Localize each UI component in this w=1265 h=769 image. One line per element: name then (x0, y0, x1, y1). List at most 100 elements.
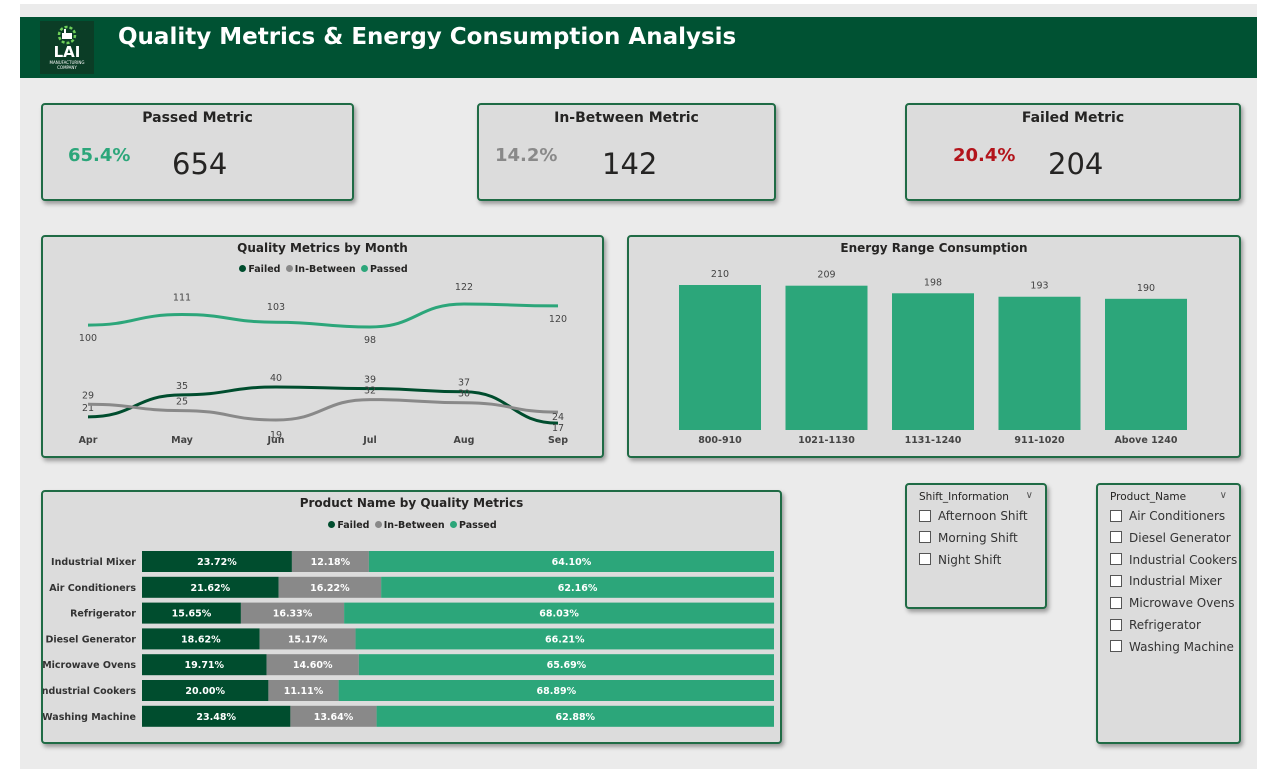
stacked-bar-segment (344, 602, 775, 624)
checkbox[interactable] (1110, 509, 1122, 522)
x-tick-label: Jul (362, 435, 377, 446)
product-option-label: Refrigerator (1129, 618, 1201, 632)
segment-value-label: 62.88% (556, 712, 596, 723)
legend-in-between-dot (285, 265, 293, 272)
shift-option[interactable]: Night Shift (919, 553, 1001, 567)
shift-option[interactable]: Morning Shift (919, 531, 1018, 545)
shift-slicer[interactable]: Shift_Information ∨ Afternoon Shift Morni… (905, 483, 1047, 609)
legend-failed-dot (239, 265, 247, 272)
segment-value-label: 15.65% (172, 609, 212, 620)
header-bar (20, 17, 1257, 78)
shift-option[interactable]: Afternoon Shift (919, 509, 1028, 523)
segment-value-label: 14.60% (293, 660, 333, 671)
series-line-passed (87, 302, 559, 329)
checkbox[interactable] (1110, 553, 1122, 566)
legend-failed-label: Failed (248, 264, 281, 275)
product-option-label: Microwave Ovens (1129, 596, 1235, 611)
y-category-label: Industrial Mixer (51, 557, 136, 568)
product-option[interactable]: Washing Machine (1110, 640, 1234, 654)
product-slicer[interactable]: Product_Name ∨ Air Conditioners Diesel Ge… (1096, 483, 1241, 744)
y-category-label: Air Conditioners (49, 583, 136, 594)
checkbox[interactable] (919, 509, 931, 522)
bar (892, 293, 974, 430)
segment-value-label: 21.62% (191, 583, 231, 594)
segment-value-label: 64.10% (552, 557, 592, 568)
stacked-bar-segment (142, 576, 279, 598)
product-option[interactable]: Industrial Cookers (1110, 553, 1237, 567)
segment-value-label: 62.16% (558, 583, 598, 594)
bar (1105, 298, 1187, 430)
bar-chart-title: Energy Range Consumption (840, 241, 1028, 255)
in-between-metric-card[interactable]: In-Between Metric 14.2% 142 (477, 103, 776, 201)
checkbox[interactable] (919, 553, 931, 566)
product-option[interactable]: Microwave Ovens (1110, 596, 1235, 610)
legend-passed-dot (360, 265, 368, 272)
product-option[interactable]: Industrial Mixer (1110, 574, 1222, 588)
in-between-metric-title: In-Between Metric (554, 110, 699, 126)
stacked-bar-segment (259, 628, 356, 650)
line-chart-title: Quality Metrics by Month (237, 241, 408, 255)
checkbox[interactable] (1110, 596, 1122, 609)
stacked-bar-segment (381, 576, 774, 598)
checkbox[interactable] (1110, 531, 1122, 544)
y-category-label: Washing Machine (43, 712, 136, 723)
segment-value-label: 23.48% (196, 712, 236, 723)
legend-in-between-label: In-Between (294, 264, 356, 275)
bar-value-label: 198 (924, 277, 942, 288)
product-option[interactable]: Diesel Generator (1110, 531, 1231, 545)
legend-passed-dot (449, 521, 457, 528)
stacked-bar-segment (338, 680, 774, 701)
bar-value-label: 209 (817, 270, 835, 281)
checkbox[interactable] (1110, 640, 1122, 653)
checkbox[interactable] (1110, 618, 1122, 631)
shift-option-label: Night Shift (938, 552, 1002, 567)
product-option[interactable]: Air Conditioners (1110, 509, 1225, 523)
x-tick-label: May (171, 435, 194, 446)
chevron-down-icon[interactable]: ∨ (1025, 490, 1033, 501)
product-slicer-title: Product_Name (1110, 491, 1187, 503)
passed-metric-card[interactable]: Passed Metric 65.4% 654 (41, 103, 354, 201)
x-tick-label: 800-910 (698, 435, 742, 446)
failed-metric-card[interactable]: Failed Metric 20.4% 204 (905, 103, 1241, 201)
chevron-down-icon[interactable]: ∨ (1219, 490, 1227, 501)
stacked-bar-segment (240, 602, 345, 624)
product-option-label: Industrial Cookers (1129, 552, 1238, 567)
segment-value-label: 16.33% (273, 609, 313, 620)
in-between-metric-value: 142 (602, 147, 658, 181)
quality-by-month-chart[interactable]: Quality Metrics by Month Failed In-Betwe… (41, 235, 604, 458)
segment-value-label: 23.72% (197, 557, 237, 568)
product-option[interactable]: Refrigerator (1110, 618, 1201, 632)
stacked-chart-plot: Industrial Mixer 23.72% 12.18% 64.10% Air Co… (43, 551, 775, 727)
data-label: 21 (82, 403, 94, 414)
data-label: 37 (458, 378, 470, 389)
stacked-bar-segment (142, 680, 269, 701)
stacked-bar-segment (291, 551, 369, 572)
passed-metric-pct: 65.4% (68, 145, 131, 166)
data-label: 98 (364, 335, 376, 346)
legend-failed-dot (328, 521, 336, 528)
x-tick-label: 1021-1130 (798, 435, 855, 446)
data-label: 35 (176, 381, 188, 392)
data-label: 24 (552, 412, 564, 423)
energy-range-chart[interactable]: Energy Range Consumption 210 800-910 209 10… (627, 235, 1241, 458)
x-tick-label: Sep (548, 435, 568, 446)
product-option-label: Air Conditioners (1129, 509, 1226, 523)
line-chart-plot: 21 35 40 39 37 17 29 25 19 32 30 24 100 111 103 98 122 12… (79, 282, 569, 446)
legend-in-between-dot (374, 521, 382, 528)
bar-value-label: 190 (1137, 283, 1155, 294)
stacked-bar-segment (142, 705, 291, 727)
product-quality-chart[interactable]: Product Name by Quality Metrics Failed I… (41, 490, 782, 744)
passed-metric-title: Passed Metric (142, 110, 253, 126)
stacked-chart-title: Product Name by Quality Metrics (299, 496, 524, 510)
checkbox[interactable] (919, 531, 931, 544)
bar (998, 296, 1081, 430)
data-label: 29 (82, 390, 94, 401)
data-label: 120 (549, 314, 567, 325)
checkbox[interactable] (1110, 574, 1122, 587)
segment-value-label: 68.03% (539, 609, 579, 620)
segment-value-label: 18.62% (181, 634, 221, 645)
stacked-bar-segment (355, 628, 774, 650)
stacked-bar-segment (268, 680, 339, 701)
data-label: 111 (173, 293, 191, 304)
segment-value-label: 12.18% (311, 557, 351, 568)
